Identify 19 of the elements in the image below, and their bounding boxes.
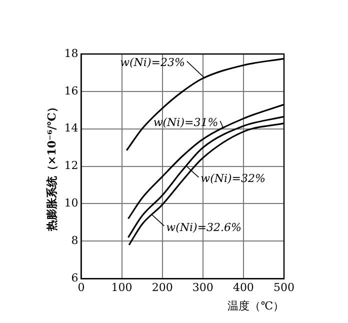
- y-tick-label: 6: [71, 271, 78, 284]
- x-tick-label: 200: [152, 281, 173, 294]
- annotation: w(Ni)=31%: [153, 116, 218, 129]
- y-axis-title: 热膨胀系统（×10⁻⁶/℃）: [45, 102, 58, 232]
- x-tick-label: 0: [78, 281, 85, 294]
- y-tick-label: 8: [71, 234, 78, 248]
- annotation: w(Ni)=32.6%: [166, 220, 242, 234]
- y-tick-label: 12: [64, 159, 78, 172]
- x-tick-label: 500: [274, 281, 294, 294]
- x-tick-label: 100: [111, 281, 132, 294]
- y-tick-label: 10: [64, 196, 78, 210]
- y-tick-label: 18: [64, 46, 78, 60]
- annotation: w(Ni)=32%: [200, 172, 266, 186]
- y-tick-label: 14: [64, 122, 78, 135]
- y-tick-label: 16: [64, 84, 78, 98]
- annotation: w(Ni)=23%: [120, 56, 185, 70]
- x-axis-title: 温度（℃）: [228, 299, 284, 312]
- x-tick-label: 300: [192, 281, 214, 294]
- x-tick-label: 400: [232, 281, 254, 294]
